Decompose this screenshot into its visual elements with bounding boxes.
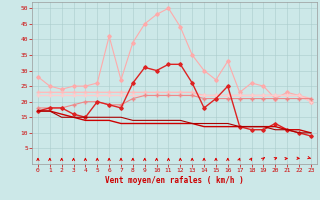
X-axis label: Vent moyen/en rafales ( km/h ): Vent moyen/en rafales ( km/h ) <box>105 176 244 185</box>
